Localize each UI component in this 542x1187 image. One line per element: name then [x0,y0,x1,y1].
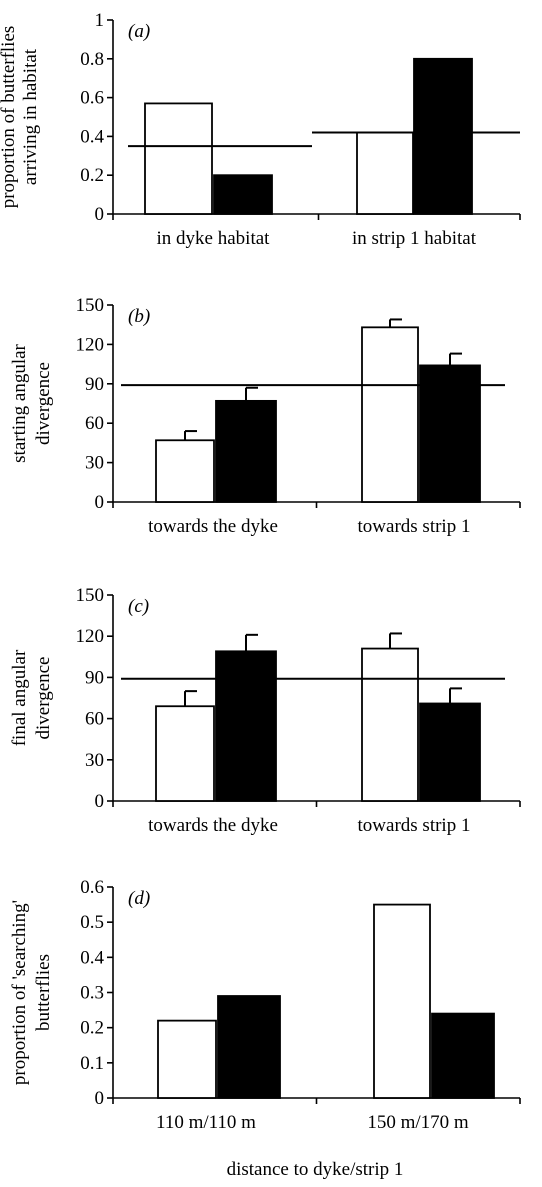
y-axis-label: proportion of butterflies [0,26,19,209]
y-tick-label: 0.3 [80,983,104,1004]
bar-open [373,903,431,1099]
bar-open [356,131,414,215]
y-tick-label: 30 [85,453,104,474]
y-tick-label: 150 [76,585,105,606]
panel-tag: (a) [128,21,150,42]
bar-filled [217,995,281,1099]
bar-filled [215,399,277,503]
category-label: towards strip 1 [358,516,471,537]
y-tick-label: 0.4 [80,126,104,147]
category-label: towards strip 1 [358,815,471,836]
y-tick-label: 60 [85,413,104,434]
bar-open [155,439,215,503]
category-label: in dyke habitat [157,228,271,249]
y-tick-label: 0 [95,492,105,513]
y-tick-label: 1 [95,10,105,31]
category-label: 110 m/110 m [156,1112,256,1133]
y-tick-label: 0 [95,204,105,225]
y-tick-label: 120 [76,334,105,355]
bar-open [361,647,419,802]
y-tick-label: 0.2 [80,165,104,186]
y-axis-label: starting angular [9,343,30,462]
y-tick-label: 0.8 [80,49,104,70]
y-tick-label: 0 [95,1088,105,1109]
panel-tag: (b) [128,306,150,327]
y-tick-label: 150 [76,295,105,316]
y-tick-label: 0.6 [80,877,104,898]
bar-filled [213,174,273,215]
bar-open [157,1019,217,1099]
category-label: 150 m/170 m [367,1112,469,1133]
y-tick-label: 0.2 [80,1018,104,1039]
category-label: towards the dyke [148,815,278,836]
y-axis-label: divergence [33,657,54,740]
x-axis-label: distance to dyke/strip 1 [227,1159,404,1180]
panel-tag: (d) [128,888,150,909]
bar-open [144,102,213,215]
y-tick-label: 120 [76,626,105,647]
y-axis-label: butterflies [33,954,54,1031]
bar-filled [419,702,481,802]
category-label: in strip 1 habitat [352,228,477,249]
y-tick-label: 90 [85,667,104,688]
y-tick-label: 0.6 [80,88,104,109]
panel-tag: (c) [128,596,149,617]
bar-filled [431,1012,495,1099]
category-label: towards the dyke [148,516,278,537]
y-tick-label: 0.5 [80,912,104,933]
bar-filled [419,364,481,503]
y-axis-label: final angular [9,649,30,746]
y-tick-label: 0.4 [80,947,104,968]
y-axis-label: arriving in habitat [20,48,41,185]
bar-filled [215,650,277,802]
y-tick-label: 0 [95,791,105,812]
bar-open [155,705,215,802]
y-tick-label: 90 [85,374,104,395]
y-tick-label: 60 [85,709,104,730]
bar-filled [413,57,473,215]
bar-open [361,326,419,503]
y-tick-label: 30 [85,750,104,771]
y-axis-label: divergence [33,362,54,445]
y-axis-label: proportion of 'searching' [9,900,30,1085]
y-tick-label: 0.1 [80,1053,104,1074]
